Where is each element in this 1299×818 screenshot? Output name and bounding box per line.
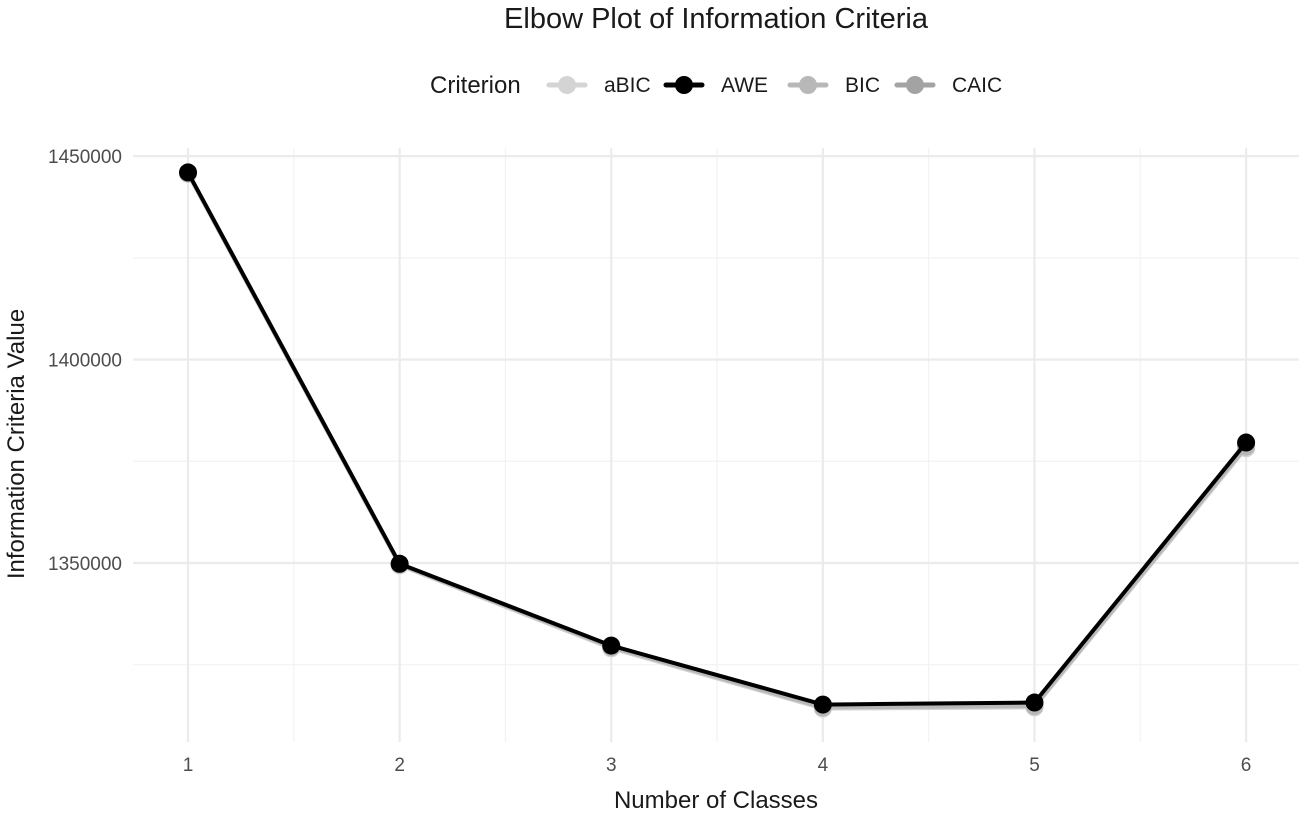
legend-label-abic: aBIC: [604, 74, 651, 97]
x-tick-label: 1: [183, 755, 194, 776]
legend-title: Criterion: [430, 72, 521, 99]
legend-label-caic: CAIC: [952, 74, 1002, 97]
data-point-awe: [390, 554, 409, 573]
chart-title: Elbow Plot of Information Criteria: [504, 3, 929, 35]
legend: Criterion aBIC AWE BIC CAIC: [430, 72, 1002, 99]
legend-label-awe: AWE: [721, 74, 768, 97]
y-tick-label: 1400000: [48, 351, 122, 372]
data-point-awe: [813, 695, 832, 714]
data-point-awe: [1025, 693, 1044, 712]
legend-label-bic: BIC: [845, 74, 880, 97]
legend-entry-awe: AWE: [663, 74, 768, 97]
x-tick-label: 3: [606, 755, 617, 776]
legend-key-point-caic: [906, 76, 924, 94]
y-tick-label: 1350000: [48, 554, 122, 575]
y-tick-label: 1450000: [48, 147, 122, 168]
x-tick-label: 2: [394, 755, 405, 776]
legend-entry-bic: BIC: [787, 74, 880, 97]
x-axis-title: Number of Classes: [614, 787, 818, 814]
grid: [133, 148, 1299, 742]
y-axis-ticks: 1350000 1400000 1450000: [48, 147, 122, 575]
data-point-awe: [179, 163, 198, 182]
legend-key-point-abic: [558, 76, 576, 94]
series-line-awe: [186, 170, 1249, 707]
x-tick-label: 6: [1241, 755, 1252, 776]
data-point-awe: [1237, 433, 1256, 452]
y-axis-title: Information Criteria Value: [3, 309, 30, 579]
data-point-awe: [602, 636, 621, 655]
legend-key-point-awe: [675, 76, 693, 94]
legend-key-point-bic: [799, 76, 817, 94]
x-tick-label: 5: [1029, 755, 1040, 776]
legend-entry-caic: CAIC: [894, 74, 1002, 97]
x-axis-ticks: 1 2 3 4 5 6: [183, 755, 1252, 776]
series-awe: [179, 163, 1256, 714]
x-tick-label: 4: [818, 755, 829, 776]
series-layer: [179, 163, 1256, 718]
legend-entry-abic: aBIC: [546, 74, 651, 97]
